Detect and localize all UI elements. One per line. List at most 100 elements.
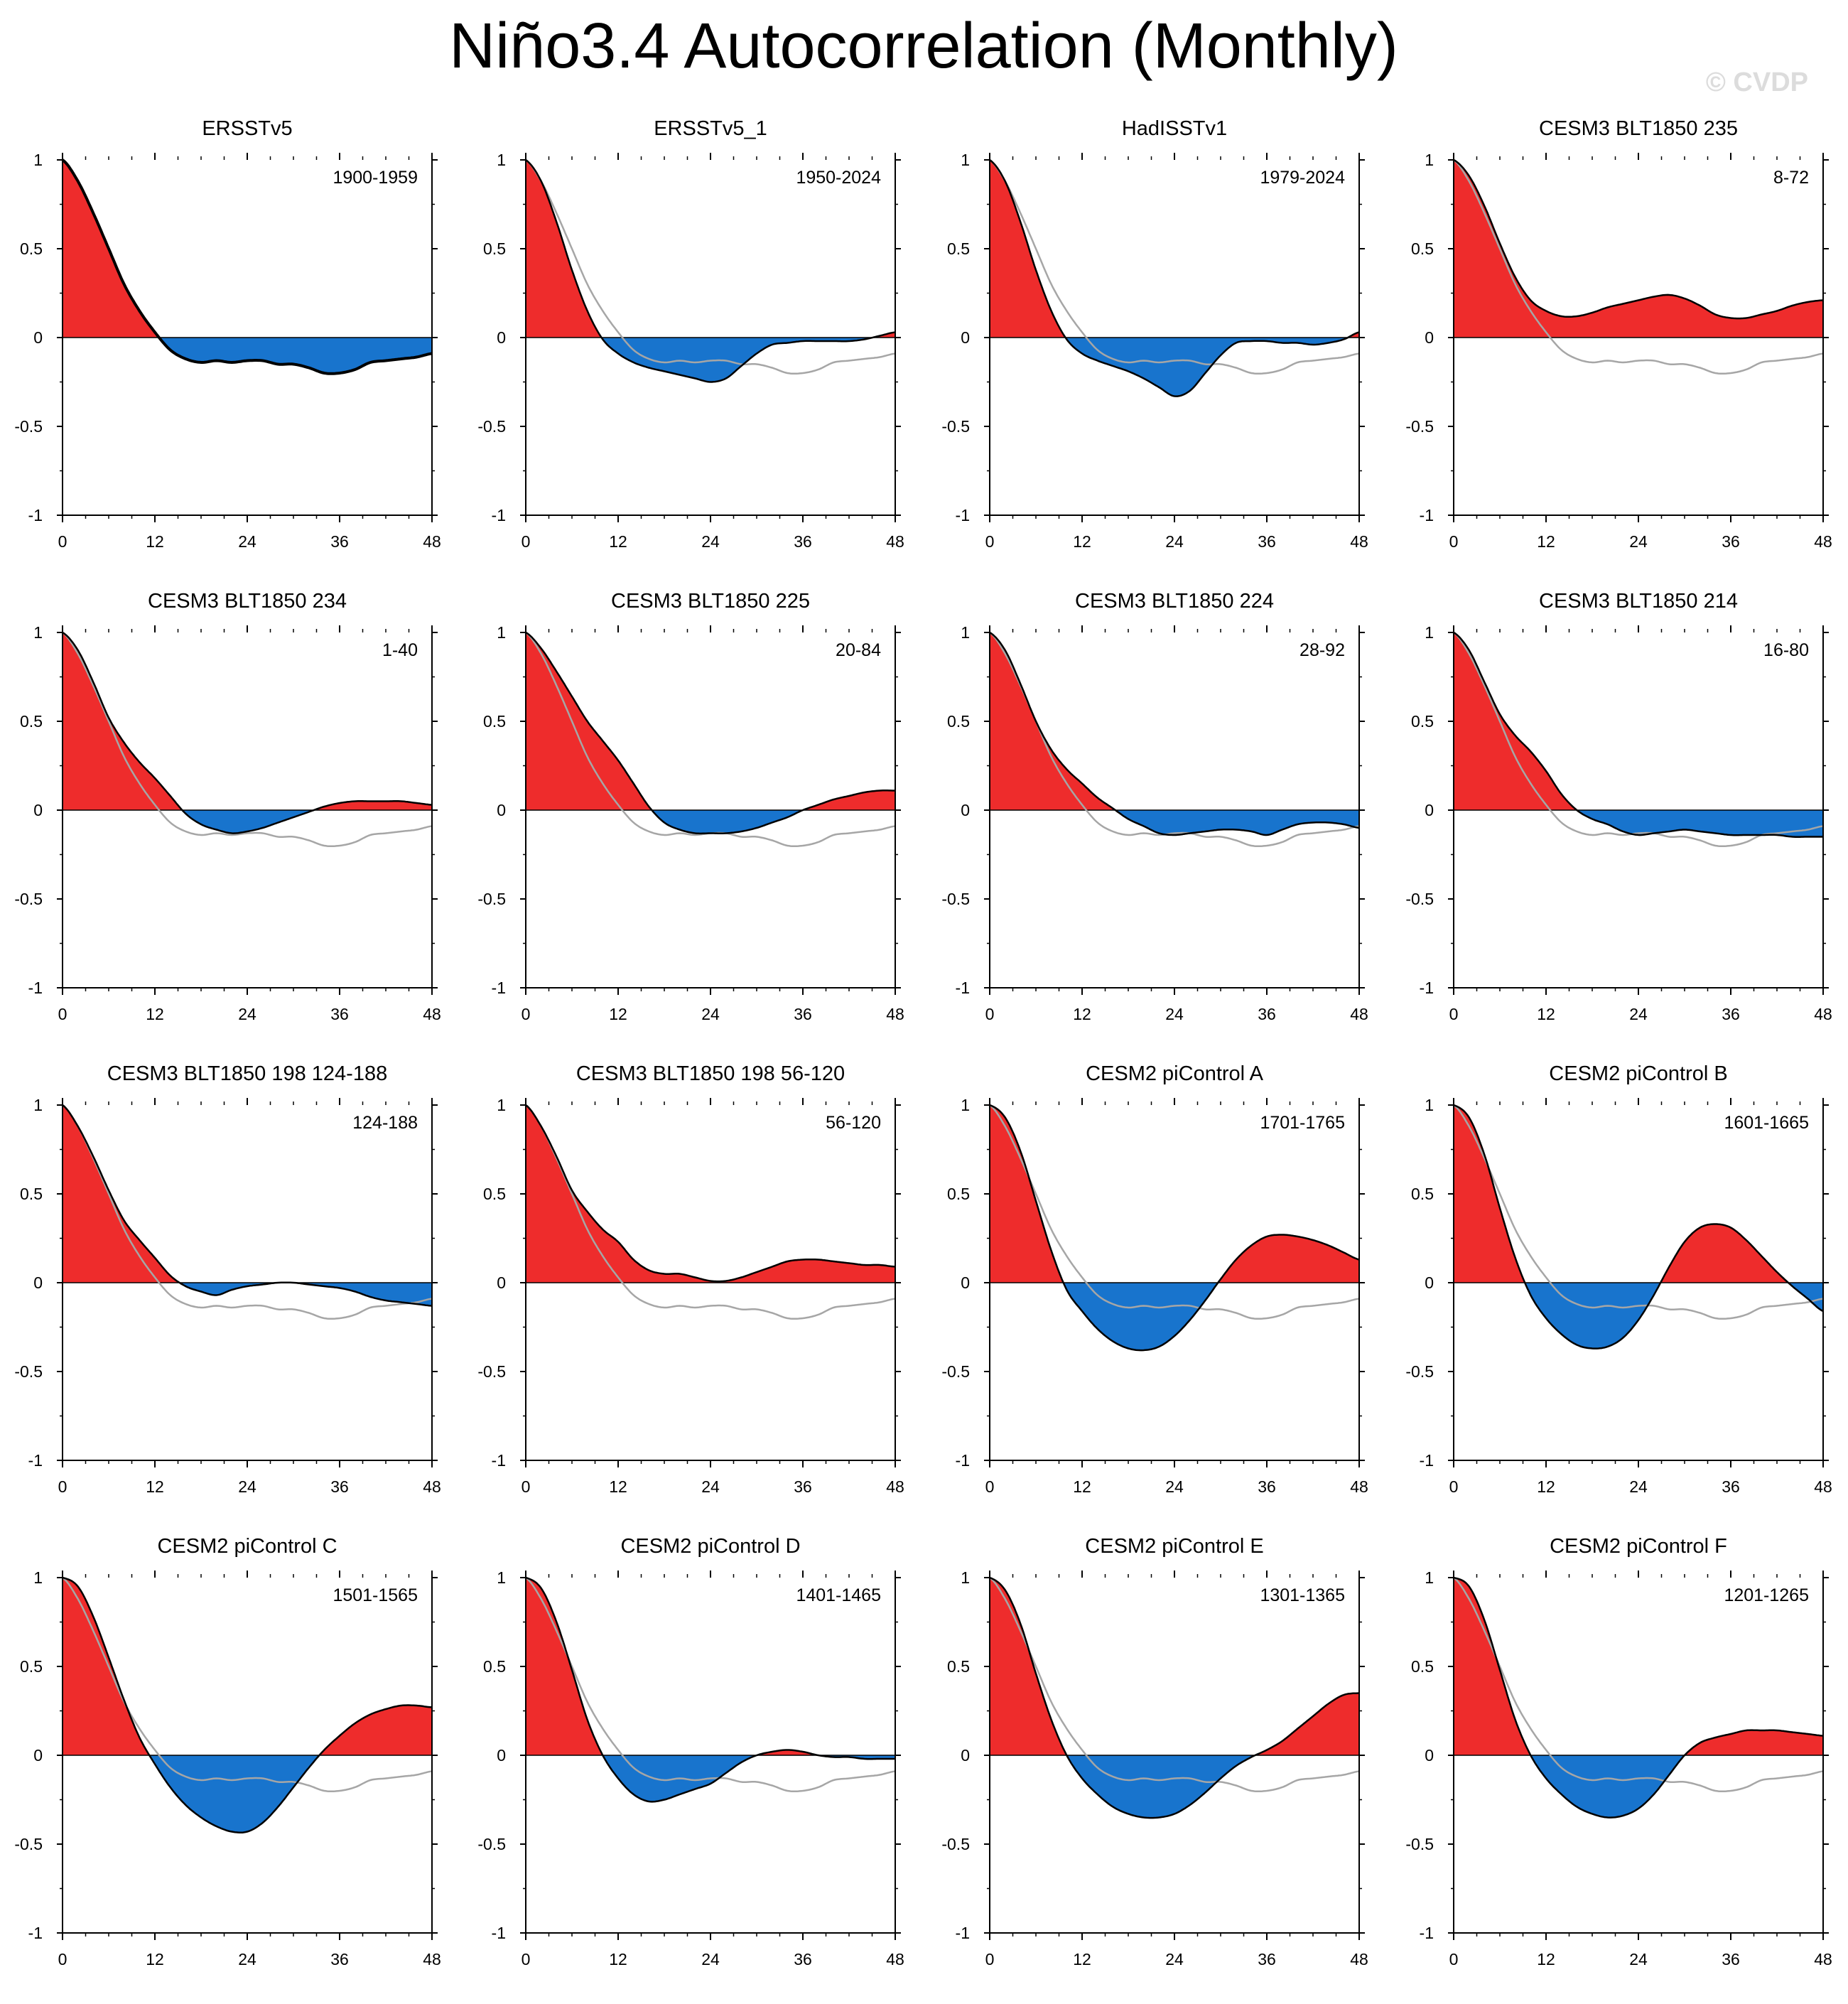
x-tick-label: 36 [1722,532,1740,551]
y-tick-label: -1 [1420,979,1434,997]
reference-line [1453,1577,1824,1793]
x-tick-label: 0 [58,532,67,551]
y-tick-label: 0.5 [20,1657,43,1676]
y-tick-label: 0.5 [1411,712,1434,731]
series-line [525,1104,896,1283]
series-line [525,1576,895,1803]
positive-area [63,1105,432,1283]
panel-title: CESM2 piControl C [157,1535,337,1558]
y-tick-label: -0.5 [1405,417,1434,436]
period-label: 1201-1265 [1724,1585,1809,1605]
x-tick-label: 0 [522,1950,531,1968]
y-tick-label: 0 [1425,801,1434,819]
y-tick-label: 0 [33,801,43,819]
area-fills [526,632,895,834]
positive-area [1454,160,1823,338]
y-tick-label: -1 [492,979,506,997]
x-tick-label: 12 [609,1005,627,1023]
area-fills [990,1105,1359,1351]
y-tick-label: 0.5 [483,712,506,731]
reference-line [525,1104,896,1320]
reference-line [989,159,1360,375]
positive-area [526,160,895,338]
x-tick-label: 48 [1814,1950,1832,1968]
period-label: 124-188 [352,1113,418,1133]
y-tick-label: 1 [33,1096,43,1114]
panel-title: CESM3 BLT1850 198 56-120 [576,1062,845,1085]
period-label: 1701-1765 [1260,1113,1345,1133]
series-line [62,631,433,834]
y-tick-label: -0.5 [941,1835,970,1853]
panel-cesm2-picontrol-f: CESM2 piControl F 1 0.5 0 -0.5 -1 0 12 24 36 48 120… [1405,1535,1832,1968]
y-tick-label: -0.5 [477,417,506,436]
x-tick-label: 48 [1814,1477,1832,1496]
x-tick-label: 24 [238,1950,256,1968]
x-tick-label: 48 [886,532,904,551]
panel-cesm2-picontrol-b: CESM2 piControl B 1 0.5 0 -0.5 -1 0 12 24 36 48 160… [1405,1062,1832,1496]
x-tick-label: 48 [423,1477,441,1496]
panel-cesm2-picontrol-c: CESM2 piControl C 1 0.5 0 -0.5 -1 0 12 24 36 48 150… [14,1535,441,1968]
series-line [1453,1576,1824,1819]
y-tick-label: 0.5 [947,239,970,258]
series-line [989,631,1360,836]
x-tick-label: 12 [1537,1477,1555,1496]
x-tick-label: 48 [423,1950,441,1968]
x-tick-label: 24 [238,1477,256,1496]
y-tick-label: 0 [1425,1273,1434,1292]
positive-area [1454,632,1823,810]
period-label: 1950-2024 [796,168,881,188]
y-tick-label: 0 [1425,1746,1434,1765]
panel-hadisstv1: HadISSTv1 1 0.5 0 -0.5 -1 0 12 24 36 48 1979-2024 [941,117,1368,551]
x-tick-label: 0 [985,1005,995,1023]
x-tick-label: 48 [423,1005,441,1023]
reference-line [62,1104,433,1320]
area-fills [63,1578,432,1833]
panel-ersstv5-1: ERSSTv5_1 1 0.5 0 -0.5 -1 0 12 24 36 48 1950-2024 [477,117,904,551]
y-tick-label: 1 [33,151,43,169]
x-tick-label: 12 [1537,1005,1555,1023]
y-tick-label: -0.5 [477,890,506,908]
x-tick-label: 12 [609,1950,627,1968]
y-tick-label: 1 [1425,1096,1434,1114]
area-fills [1454,1105,1823,1349]
x-tick-label: 24 [701,532,720,551]
series-line [989,159,1360,397]
x-tick-label: 36 [794,1005,812,1023]
area-fills [990,1578,1359,1819]
reference-line [62,632,433,848]
panel-title: CESM3 BLT1850 225 [611,590,810,613]
period-label: 1301-1365 [1260,1585,1345,1605]
y-tick-label: 1 [961,1568,970,1587]
negative-area [1454,810,1823,837]
y-tick-label: -1 [28,506,43,524]
period-label: 28-92 [1299,640,1345,660]
x-tick-label: 12 [1073,1005,1091,1023]
series-line [1453,631,1823,838]
panel-cesm3-blt1850-225: CESM3 BLT1850 225 1 0.5 0 -0.5 -1 0 12 24 36 48 20-… [477,590,904,1023]
x-tick-label: 24 [701,1005,720,1023]
panel-title: HadISSTv1 [1122,117,1227,140]
y-tick-label: -0.5 [1405,1362,1434,1381]
y-tick-label: -1 [28,1924,43,1942]
y-tick-label: -1 [492,506,506,524]
x-tick-label: 24 [1165,1477,1184,1496]
reference-line [525,1577,896,1793]
x-tick-label: 0 [58,1005,67,1023]
y-tick-label: -1 [1420,1451,1434,1470]
y-tick-label: -1 [956,1924,970,1942]
y-tick-label: -1 [1420,506,1434,524]
x-tick-label: 12 [609,1477,627,1496]
positive-area [1454,1578,1823,1755]
panel-cesm2-picontrol-e: CESM2 piControl E 1 0.5 0 -0.5 -1 0 12 24 36 48 130… [941,1535,1368,1968]
x-tick-label: 12 [146,1005,164,1023]
y-tick-label: 0.5 [1411,1185,1434,1203]
panel-title: CESM2 piControl A [1086,1062,1263,1085]
y-tick-label: -1 [956,506,970,524]
positive-area [990,1105,1359,1283]
x-tick-label: 0 [58,1950,67,1968]
y-tick-label: 0 [961,1746,970,1765]
y-tick-label: 1 [497,1568,506,1587]
period-label: 1979-2024 [1260,168,1345,188]
y-tick-label: 0.5 [1411,1657,1434,1676]
